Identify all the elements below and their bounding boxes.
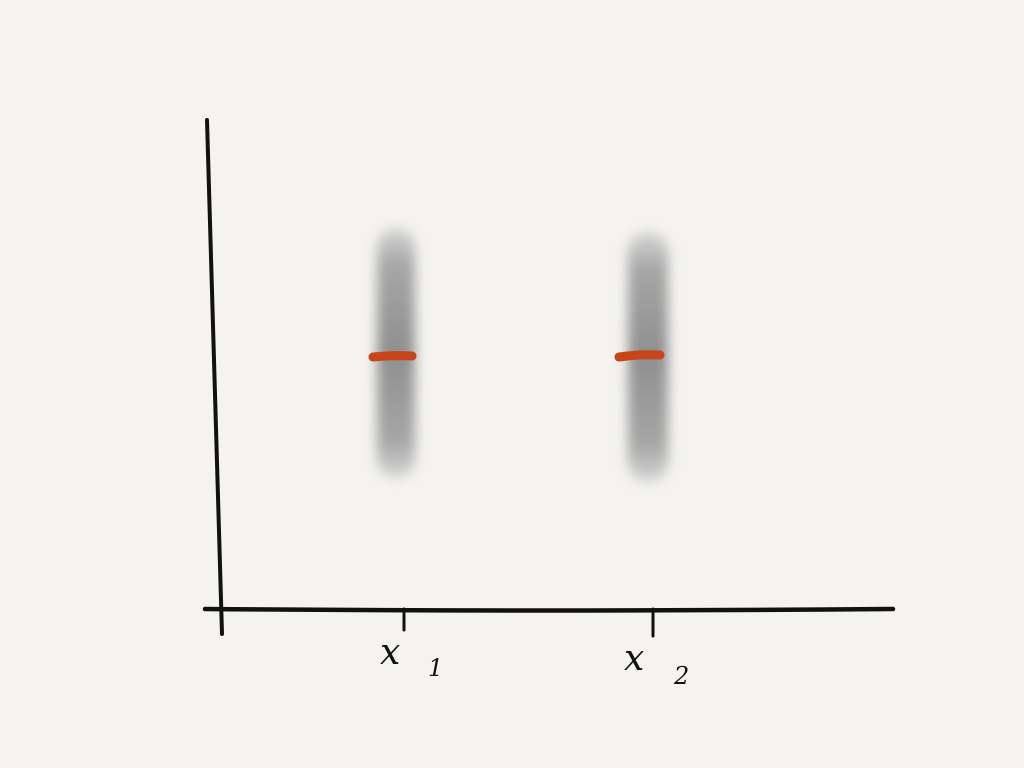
x-tick-label-2: x 2 — [624, 638, 689, 690]
y-axis — [205, 118, 224, 636]
svg-text:1: 1 — [428, 654, 443, 682]
mean-marker-x1 — [368, 351, 417, 362]
svg-text:x: x — [380, 632, 400, 673]
svg-text:2: 2 — [673, 662, 689, 690]
svg-text:x: x — [624, 638, 644, 679]
mean-marker-x2 — [614, 350, 665, 362]
x-axis — [202, 606, 896, 613]
x-tick-label-1: x 1 — [380, 632, 443, 682]
